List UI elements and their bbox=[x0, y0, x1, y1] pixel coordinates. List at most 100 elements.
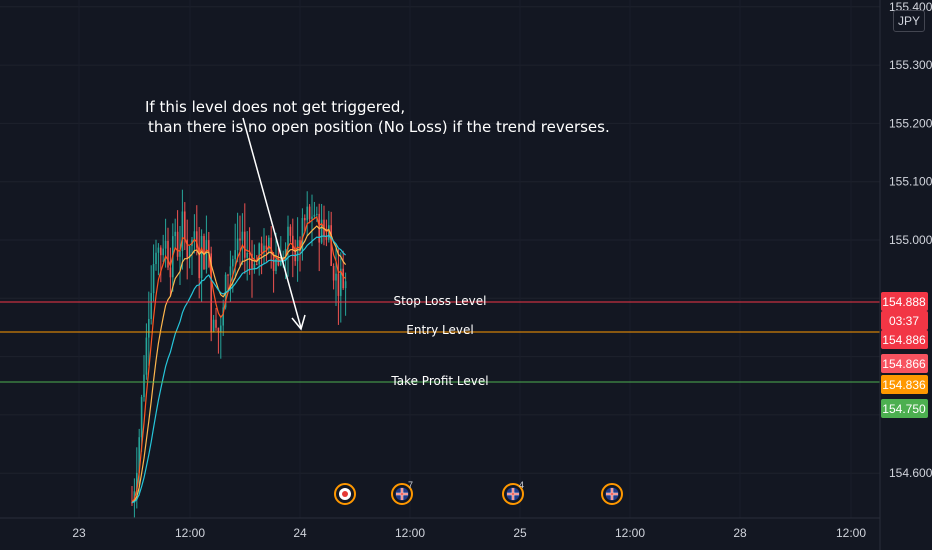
candle-body bbox=[176, 231, 179, 257]
event-badge: 7 bbox=[408, 480, 413, 490]
candle-body bbox=[169, 267, 172, 278]
candle-body bbox=[306, 206, 308, 221]
candle-body bbox=[188, 246, 191, 258]
price-tag: 154.886 bbox=[881, 330, 928, 349]
price-tag-label: 154.886 bbox=[882, 333, 926, 347]
candle-body bbox=[208, 240, 210, 254]
event-marker[interactable]: 7 bbox=[391, 480, 413, 505]
event-marker[interactable] bbox=[334, 483, 356, 505]
candle-body bbox=[335, 273, 337, 281]
candle-body bbox=[277, 259, 280, 266]
candle-body bbox=[301, 218, 304, 251]
candle-body bbox=[203, 236, 205, 270]
candle-body bbox=[167, 240, 169, 268]
candle-body bbox=[152, 264, 155, 294]
candle-body bbox=[239, 238, 241, 241]
candle-body bbox=[236, 238, 239, 251]
price-tags: 154.888 03:37 154.886 154.866 154.836 154.750 bbox=[881, 292, 928, 418]
x-tick-label: 23 bbox=[72, 526, 86, 540]
candle-body bbox=[210, 253, 212, 333]
annotation: If this level does not get triggered, th… bbox=[145, 98, 610, 331]
y-tick-label: 155.100 bbox=[889, 175, 932, 189]
candle-body bbox=[227, 274, 229, 276]
y-tick-label: 154.600 bbox=[889, 466, 932, 480]
candle-body bbox=[342, 268, 344, 289]
x-tick-label: 24 bbox=[293, 526, 307, 540]
candle-body bbox=[174, 231, 176, 237]
candle-body bbox=[136, 472, 138, 492]
currency-label[interactable]: JPY bbox=[893, 10, 925, 32]
candle-body bbox=[196, 231, 198, 248]
candle-body bbox=[330, 225, 332, 266]
candle-body bbox=[256, 264, 258, 266]
price-levels: Stop Loss Level Entry Level Take Profit Le… bbox=[0, 294, 880, 388]
candle-body bbox=[157, 247, 160, 253]
candle-body bbox=[179, 250, 181, 257]
x-tick-label: 12:00 bbox=[395, 526, 425, 540]
candle-body bbox=[193, 231, 196, 240]
price-tag: 154.836 bbox=[881, 375, 928, 394]
candle-body bbox=[258, 243, 260, 265]
candle-body bbox=[311, 216, 313, 220]
candle-body bbox=[143, 374, 145, 398]
candle-body bbox=[280, 260, 282, 266]
candle-body bbox=[138, 437, 140, 473]
candle-body bbox=[340, 268, 342, 296]
time-axis[interactable]: 23 12:00 24 12:00 25 12:00 28 12:00 bbox=[0, 517, 880, 540]
candle-body bbox=[162, 248, 164, 256]
candle-body bbox=[337, 273, 340, 296]
candle-body bbox=[313, 214, 316, 217]
candle-body bbox=[232, 259, 234, 267]
candle-body bbox=[145, 337, 148, 375]
candle-body bbox=[217, 327, 220, 332]
candle-body bbox=[244, 231, 246, 258]
price-axis[interactable]: 155.400155.300155.200155.100155.000154.6… bbox=[879, 0, 932, 550]
candle-body bbox=[150, 293, 152, 319]
event-badge: 4 bbox=[519, 480, 524, 490]
candle-body bbox=[344, 281, 347, 289]
candle-body bbox=[186, 239, 188, 258]
level-label: Stop Loss Level bbox=[394, 294, 487, 308]
moving-averages bbox=[131, 216, 347, 504]
candle-body bbox=[224, 274, 227, 308]
candle-body bbox=[215, 319, 217, 328]
price-tag-label: 154.888 bbox=[882, 295, 926, 309]
candle-body bbox=[234, 250, 236, 260]
x-tick-label: 12:00 bbox=[615, 526, 645, 540]
candle-body bbox=[148, 318, 150, 338]
x-tick-label: 12:00 bbox=[836, 526, 866, 540]
ema-mid-line bbox=[131, 225, 347, 504]
candle-body bbox=[220, 325, 222, 332]
candle-body bbox=[251, 253, 253, 269]
arrow-head-icon bbox=[291, 314, 306, 331]
y-tick-label: 155.300 bbox=[889, 58, 932, 72]
candle-body bbox=[332, 265, 335, 281]
candle-body bbox=[304, 218, 306, 221]
x-tick-label: 12:00 bbox=[175, 526, 205, 540]
candle-body bbox=[140, 397, 143, 438]
candle-body bbox=[275, 259, 277, 272]
candle-body bbox=[253, 264, 256, 269]
candle-body bbox=[181, 211, 184, 251]
candle-body bbox=[155, 252, 157, 265]
candle-body bbox=[246, 252, 248, 258]
candle-body bbox=[198, 247, 200, 279]
candle-body bbox=[200, 236, 203, 279]
price-tag-label: 154.836 bbox=[882, 378, 926, 392]
price-tag: 03:37 bbox=[881, 311, 928, 330]
candle-body bbox=[292, 235, 294, 250]
annotation-line-1: If this level does not get triggered, bbox=[145, 98, 405, 116]
price-tag: 154.866 bbox=[881, 354, 928, 373]
ema-fast-line bbox=[131, 216, 346, 503]
level-label: Take Profit Level bbox=[390, 374, 488, 388]
price-tag: 154.750 bbox=[881, 399, 928, 418]
event-marker[interactable] bbox=[601, 483, 623, 505]
candle-body bbox=[289, 226, 292, 236]
candle-body bbox=[260, 243, 263, 253]
candle-body bbox=[287, 226, 289, 250]
event-marker[interactable]: 4 bbox=[502, 480, 524, 505]
ema-slow-line bbox=[131, 234, 347, 504]
candle-body bbox=[296, 240, 299, 262]
